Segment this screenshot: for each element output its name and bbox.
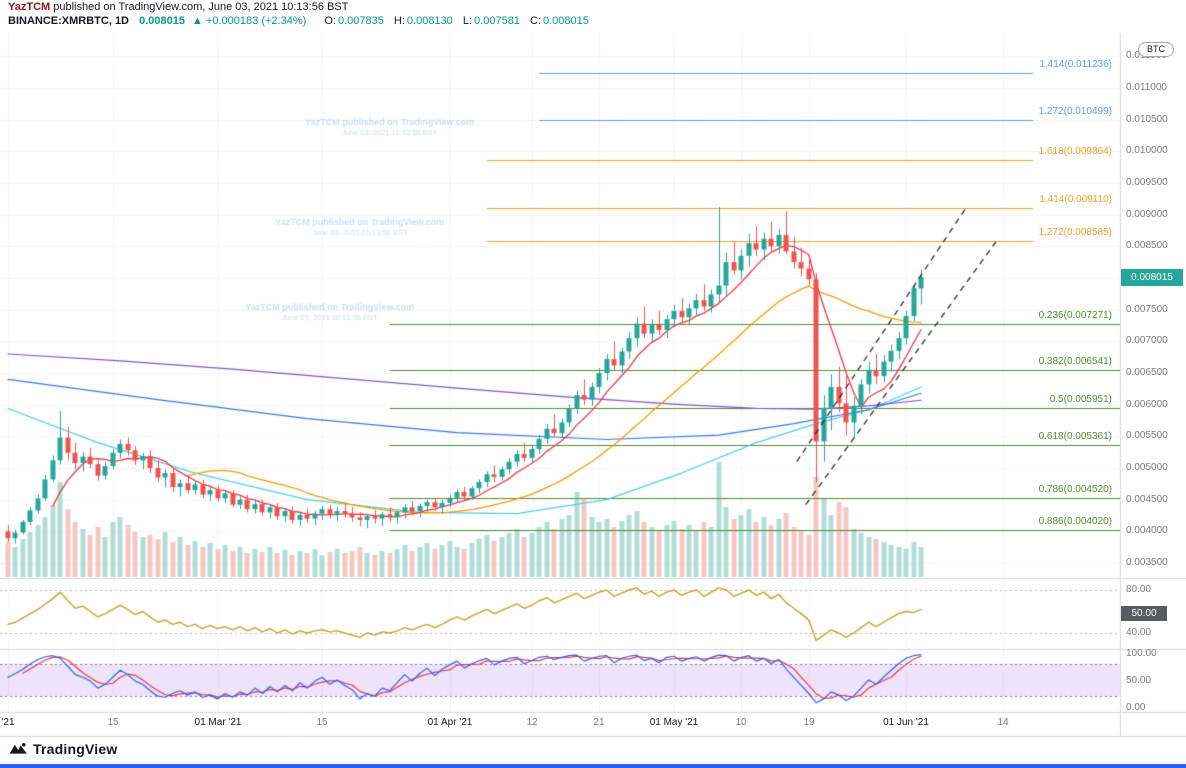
time-axis-label: 01 Apr '21: [427, 717, 473, 728]
time-axis-label: 10: [735, 717, 747, 728]
fib-level-label: 0.618(0.005361): [1038, 431, 1112, 442]
price-axis-label: 0.008500: [1126, 240, 1168, 251]
stoch-axis-label: 0.00: [1126, 702, 1146, 713]
price-axis-label: 0.006000: [1126, 399, 1168, 410]
rsi-level-badge: 50.00: [1121, 606, 1167, 621]
price-axis-label: 0.010000: [1126, 145, 1168, 156]
currency-unit-button[interactable]: BTC: [1138, 42, 1174, 57]
time-axis-label: '21: [1, 717, 15, 728]
tradingview-logo-icon: [9, 743, 27, 754]
fib-level-label: 1.414(0.011236): [1039, 59, 1112, 70]
stoch-axis-label: 100.00: [1126, 648, 1157, 659]
fib-level-label: 0.5(0.005951): [1049, 394, 1112, 405]
last-price-badge: 0.008015: [1121, 269, 1183, 286]
price-axis-label: 0.005500: [1126, 430, 1168, 441]
tradingview-logo-text[interactable]: TradingView: [33, 741, 118, 757]
footer: TradingView: [8, 741, 117, 757]
rsi-axis-label: 40.00: [1126, 627, 1152, 638]
open-label: O:: [324, 15, 336, 27]
price-axis-label: 0.004500: [1126, 494, 1168, 505]
fib-level-label: 1.414(0.009110): [1039, 194, 1112, 205]
price-axis-label: 0.010500: [1126, 114, 1168, 125]
low-label: L:: [462, 15, 473, 27]
time-axis-label: 14: [997, 717, 1009, 728]
time-axis-label: 15: [107, 717, 119, 728]
publish-info: YazTCM published on TradingView.com, Jun…: [8, 1, 348, 13]
price-axis-label: 0.009000: [1126, 209, 1168, 220]
price-change: ▲ +0.000183 (+2.34%): [192, 15, 307, 27]
last-price: 0.008015: [139, 15, 185, 27]
open-value: 0.007835: [337, 15, 384, 27]
time-axis-label: 01 May '21: [649, 717, 699, 728]
price-axis-label: 0.009500: [1126, 177, 1168, 188]
fib-level-label: 1.272(0.008585): [1038, 227, 1112, 238]
publisher-name: YazTCM: [8, 1, 51, 13]
time-axis-label: 12: [526, 717, 538, 728]
price-axis-label: 0.003500: [1126, 557, 1168, 568]
time-axis-label: 01 Mar '21: [194, 717, 242, 728]
close-value: 0.008015: [543, 15, 589, 27]
high-label: H:: [393, 15, 405, 27]
price-axis-label: 0.007000: [1126, 335, 1168, 346]
price-axis-label: 0.005000: [1126, 462, 1168, 473]
time-axis-label: 21: [593, 717, 605, 728]
stoch-axis-label: 50.00: [1126, 675, 1152, 686]
price-axis-label: 0.011000: [1126, 82, 1167, 93]
low-value: 0.007581: [474, 15, 520, 27]
symbol-ohlc-row: BINANCE:XMRBTC, 1D 0.008015 ▲ +0.000183 …: [8, 15, 589, 27]
bottom-accent-bar: [0, 764, 1186, 768]
fib-level-label: 1.618(0.009864): [1038, 146, 1112, 157]
time-axis-label: 01 Jun '21: [883, 717, 929, 728]
time-axis-label: 19: [803, 717, 815, 728]
fib-level-label: 0.886(0.004020): [1038, 516, 1112, 527]
time-axis-label: 15: [316, 717, 328, 728]
fib-level-label: 1.272(0.010499): [1038, 106, 1112, 117]
publish-text: published on TradingView.com, June 03, 2…: [50, 1, 349, 13]
fib-level-label: 0.236(0.007271): [1038, 310, 1112, 321]
symbol-title[interactable]: BINANCE:XMRBTC, 1D: [8, 15, 129, 27]
price-axis-label: 0.004000: [1126, 525, 1168, 536]
fib-level-label: 0.382(0.006541): [1038, 356, 1112, 367]
rsi-axis-label: 80.00: [1126, 584, 1152, 595]
price-axis-label: 0.006500: [1126, 367, 1168, 378]
high-value: 0.008130: [406, 15, 453, 27]
price-axis-label: 0.007500: [1126, 304, 1168, 315]
close-label: C:: [530, 15, 541, 27]
fib-level-label: 0.786(0.004520): [1038, 484, 1112, 495]
